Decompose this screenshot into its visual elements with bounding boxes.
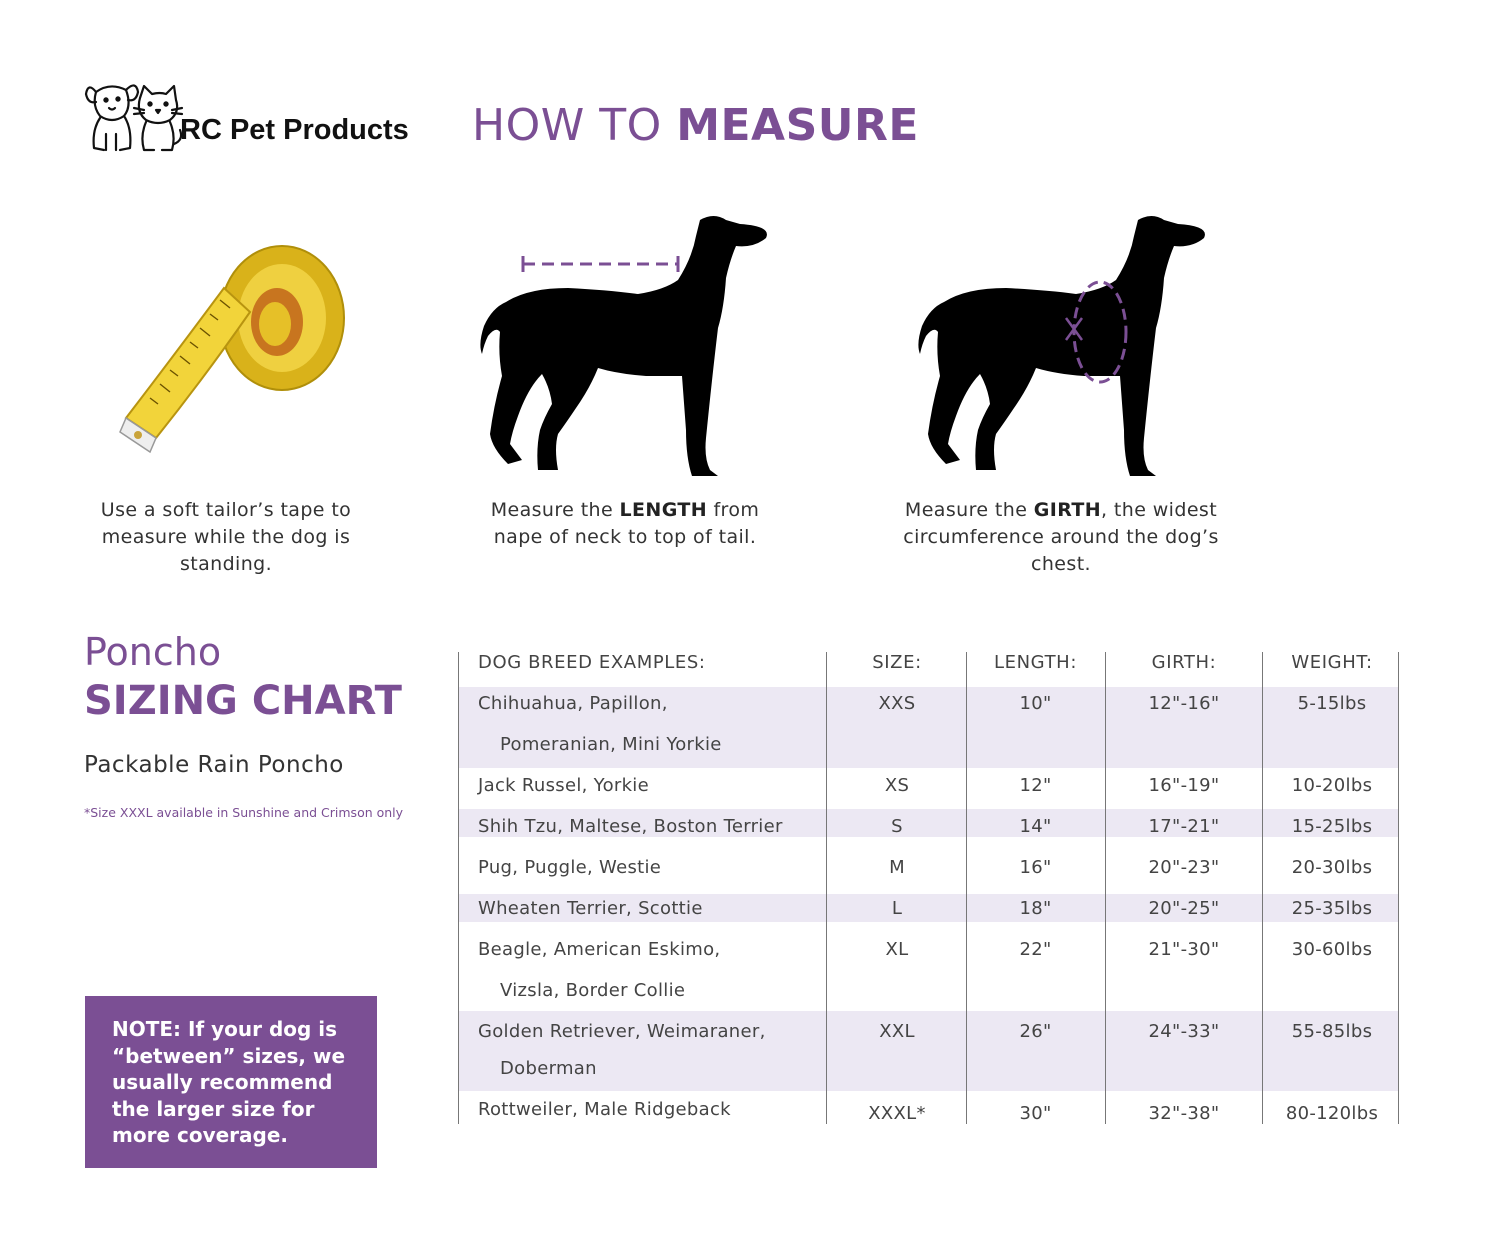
- column-divider: [1398, 652, 1399, 1124]
- table-cell-breed: Doberman: [500, 1058, 597, 1079]
- page-title: HOW TO MEASURE: [472, 100, 919, 151]
- product-name: Packable Rain Poncho: [84, 752, 344, 778]
- table-cell-weight: 30-60lbs: [1291, 939, 1373, 960]
- table-cell-length: 10": [1019, 693, 1052, 714]
- sizing-chart-title: SIZING CHART: [84, 678, 402, 724]
- length-caption: Measure the LENGTH from nape of neck to …: [490, 499, 760, 548]
- table-cell-size: XXL: [879, 1021, 915, 1042]
- table-cell-breed: Pomeranian, Mini Yorkie: [500, 734, 722, 755]
- table-cell-length: 14": [1019, 816, 1052, 837]
- column-divider: [1105, 652, 1106, 1124]
- footnote: *Size XXXL available in Sunshine and Cri…: [84, 805, 404, 820]
- table-cell-girth: 24"-33": [1148, 1021, 1220, 1042]
- table-cell-size: XXXL*: [868, 1103, 926, 1124]
- table-cell-girth: 16"-19": [1148, 775, 1220, 796]
- table-cell-length: 18": [1019, 898, 1052, 919]
- dog-girth-silhouette-icon: [918, 216, 1205, 476]
- note-box: NOTE: If your dog is “between” sizes, we…: [85, 996, 377, 1168]
- title-light: HOW TO: [472, 100, 677, 151]
- tape-caption: Use a soft tailor’s tape to measure whil…: [100, 499, 352, 575]
- table-cell-size: XXS: [878, 693, 916, 714]
- table-cell-weight: 20-30lbs: [1291, 857, 1373, 878]
- table-cell-girth: 32"-38": [1148, 1103, 1220, 1124]
- table-cell-breed: Shih Tzu, Maltese, Boston Terrier: [478, 816, 783, 837]
- table-cell-length: 26": [1019, 1021, 1052, 1042]
- row-shade: [458, 894, 1398, 922]
- table-cell-girth: 17"-21": [1148, 816, 1220, 837]
- table-cell-breed: Wheaten Terrier, Scottie: [478, 898, 703, 919]
- table-cell-length: 12": [1019, 775, 1052, 796]
- header-breed: DOG BREED EXAMPLES:: [478, 652, 706, 673]
- table-cell-girth: 21"-30": [1148, 939, 1220, 960]
- table-cell-breed: Pug, Puggle, Westie: [478, 857, 662, 878]
- table-cell-weight: 80-120lbs: [1285, 1103, 1379, 1124]
- table-cell-weight: 5-15lbs: [1297, 693, 1367, 714]
- table-cell-size: M: [889, 857, 905, 878]
- table-cell-girth: 12"-16": [1148, 693, 1220, 714]
- table-cell-breed: Chihuahua, Papillon,: [478, 693, 668, 714]
- brand-name: RC Pet Products: [180, 114, 409, 146]
- table-cell-breed: Vizsla, Border Collie: [500, 980, 686, 1001]
- column-divider: [826, 652, 827, 1124]
- column-divider: [458, 652, 459, 1124]
- table-cell-size: S: [891, 816, 903, 837]
- table-cell-length: 30": [1019, 1103, 1052, 1124]
- title-bold: MEASURE: [676, 100, 919, 151]
- product-line: Poncho: [84, 630, 222, 674]
- table-cell-weight: 55-85lbs: [1291, 1021, 1373, 1042]
- row-shade: [458, 687, 1398, 768]
- measuring-tape-icon: [119, 245, 345, 454]
- table-cell-girth: 20"-23": [1148, 857, 1220, 878]
- dog-and-cat-logo-icon: [84, 84, 184, 152]
- table-cell-length: 22": [1019, 939, 1052, 960]
- column-divider: [1262, 652, 1263, 1124]
- table-cell-breed: Jack Russel, Yorkie: [478, 775, 649, 796]
- header-girth: GIRTH:: [1151, 652, 1217, 673]
- row-shade: [458, 1011, 1398, 1091]
- table-cell-girth: 20"-25": [1148, 898, 1220, 919]
- dog-length-silhouette-icon: [480, 216, 767, 476]
- table-cell-breed: Golden Retriever, Weimaraner,: [478, 1021, 766, 1042]
- sizing-table: DOG BREED EXAMPLES: SIZE: LENGTH: GIRTH:…: [458, 652, 1399, 1124]
- row-shade: [458, 809, 1398, 837]
- column-divider: [966, 652, 967, 1124]
- girth-caption: Measure the GIRTH, the widest circumfere…: [903, 499, 1219, 575]
- table-cell-size: XL: [885, 939, 909, 960]
- table-cell-weight: 15-25lbs: [1291, 816, 1373, 837]
- table-cell-length: 16": [1019, 857, 1052, 878]
- table-cell-weight: 25-35lbs: [1291, 898, 1373, 919]
- table-cell-breed: Rottweiler, Male Ridgeback: [478, 1099, 731, 1120]
- header-weight: WEIGHT:: [1291, 652, 1373, 673]
- header-size: SIZE:: [872, 652, 922, 673]
- table-cell-breed: Beagle, American Eskimo,: [478, 939, 721, 960]
- table-cell-size: L: [891, 898, 903, 919]
- header-length: LENGTH:: [994, 652, 1077, 673]
- table-cell-size: XS: [884, 775, 910, 796]
- table-cell-weight: 10-20lbs: [1291, 775, 1373, 796]
